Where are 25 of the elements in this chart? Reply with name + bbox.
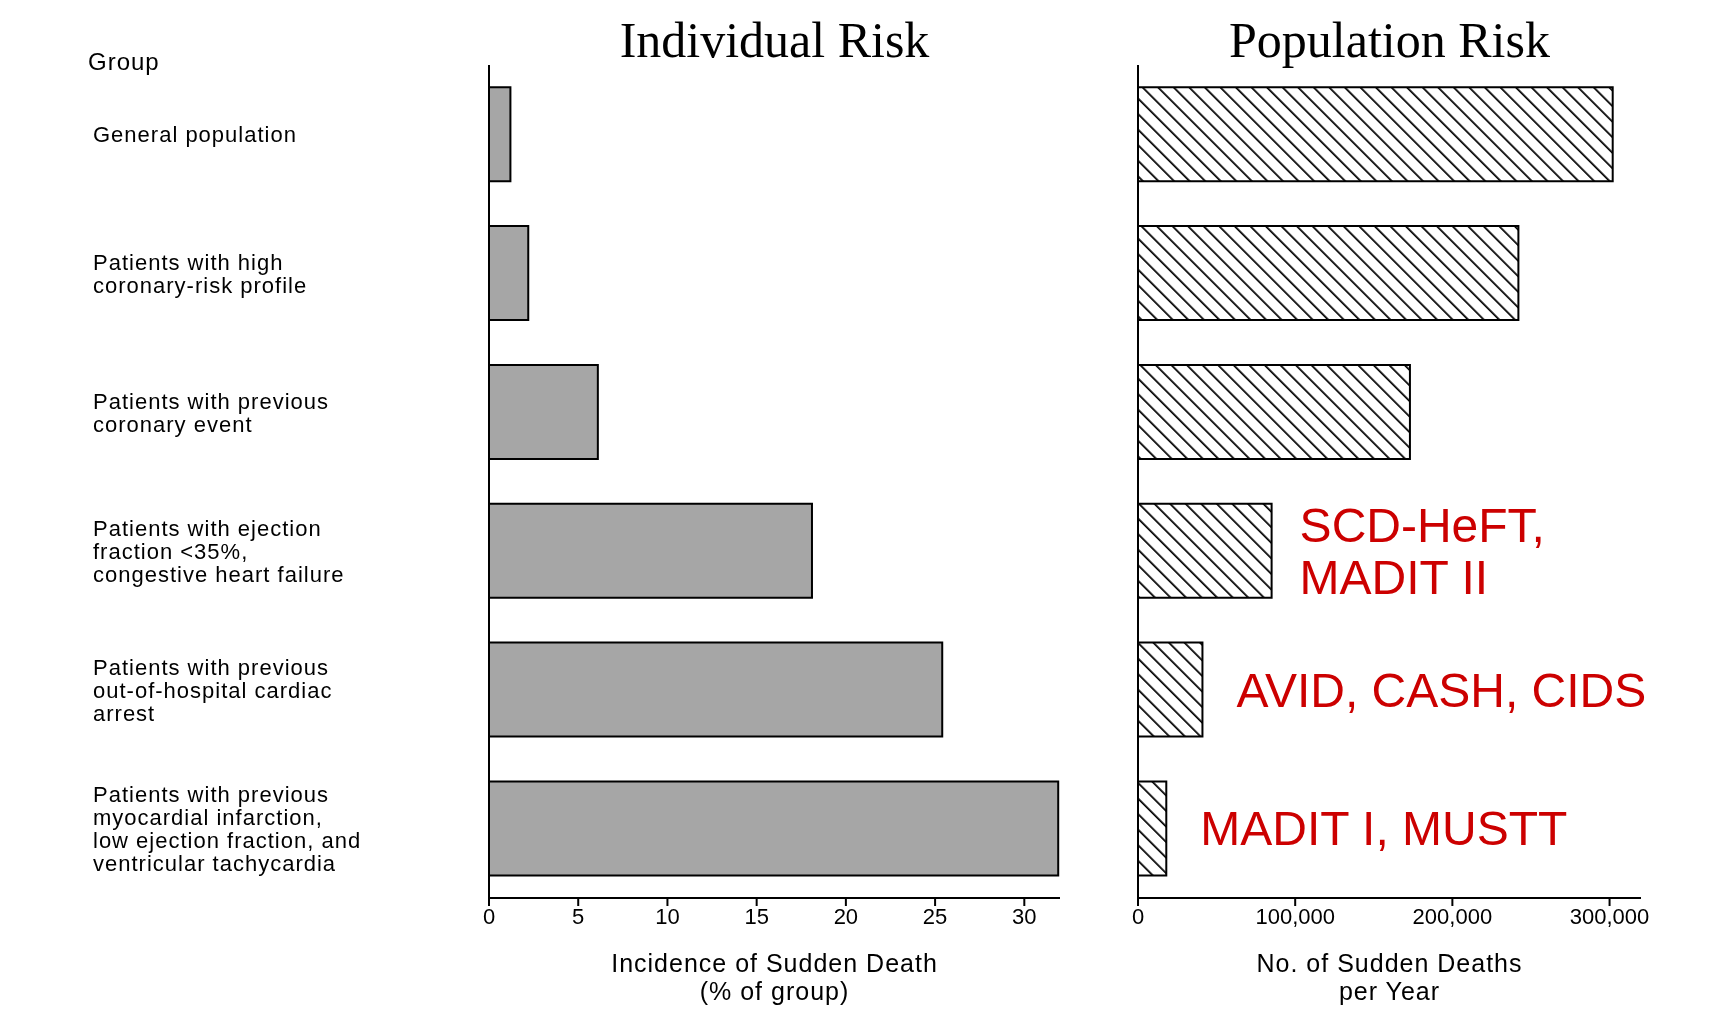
chart-title: Individual Risk <box>618 12 931 68</box>
x-tick-label: 15 <box>744 903 769 929</box>
x-tick-label: 200,000 <box>1412 903 1493 929</box>
x-tick-label: 10 <box>655 903 680 929</box>
x-tick-label: 5 <box>572 903 585 929</box>
y-axis-title: Group <box>88 48 160 76</box>
x-tick-label: 0 <box>482 903 496 929</box>
x-tick-label: 100,000 <box>1255 903 1335 929</box>
x-tick-label: 30 <box>1012 903 1037 929</box>
annotation: SCD-HeFT, MADIT II <box>1299 498 1545 604</box>
x-axis-title: No. of Sudden Deaths per Year <box>1256 949 1523 1005</box>
x-tick-label: 300,000 <box>1569 903 1650 929</box>
y-tick-label: Patients with ejection fraction <35%, congestive heart failure <box>93 515 345 587</box>
y-tick-label: Patients with high coronary-risk profile <box>93 249 308 298</box>
x-tick-label: 0 <box>1131 903 1145 929</box>
x-tick-label: 25 <box>922 903 948 929</box>
annotation: AVID, CASH, CIDS <box>1236 663 1647 717</box>
x-tick-label: 20 <box>833 903 859 929</box>
x-axis-title: Incidence of Sudden Death (% of group) <box>611 949 938 1005</box>
y-tick-label: Patients with previous coronary event <box>93 388 329 437</box>
y-tick-label: General population <box>93 121 297 147</box>
y-tick-label: Patients with previous out-of-hospital cardiac arrest <box>93 654 333 726</box>
chart-title: Population Risk <box>1228 12 1551 68</box>
annotation: MADIT I, MUSTT <box>1200 801 1568 855</box>
y-tick-label: Patients with previous myocardial infarction, low ejection fraction, and ventricular tachycardia <box>93 781 362 876</box>
